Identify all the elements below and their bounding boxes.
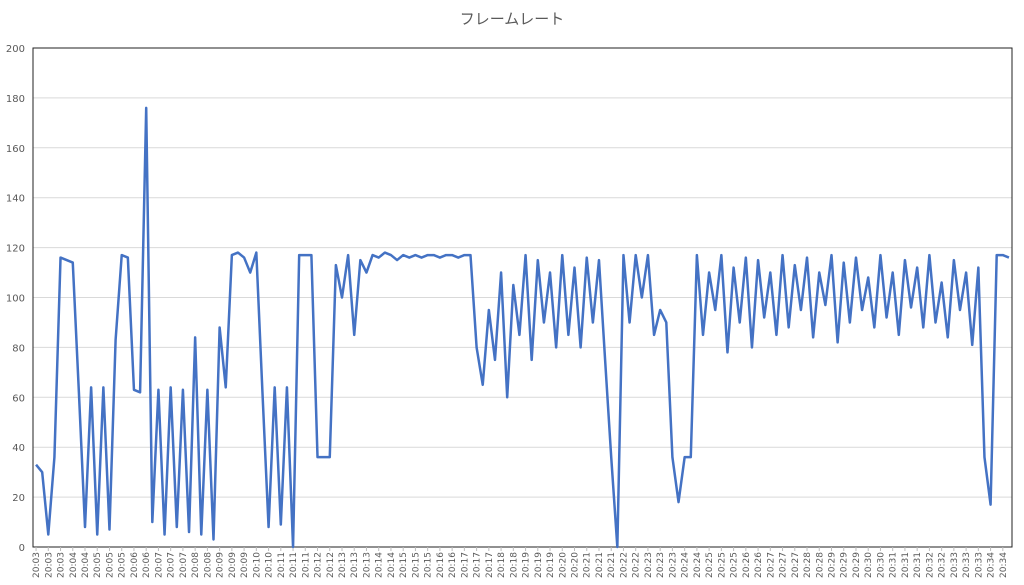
y-tick-label: 120 (6, 244, 25, 255)
x-tick-label: 20:32 (938, 552, 948, 578)
x-tick-label: 20:11 (301, 552, 311, 578)
x-tick-label: 20:11 (277, 552, 287, 578)
x-tick-label: 20:06 (142, 552, 152, 578)
x-tick-label: 20:34 (999, 552, 1009, 578)
x-tick-label: 20:14 (375, 552, 385, 578)
x-tick-label: 20:18 (509, 552, 519, 578)
x-tick-label: 20:27 (791, 552, 801, 578)
x-tick-label: 20:29 (840, 552, 850, 578)
x-tick-label: 20:03 (44, 552, 54, 578)
x-tick-label: 20:04 (69, 552, 79, 578)
x-tick-label: 20:27 (779, 552, 789, 578)
y-tick-label: 180 (6, 94, 25, 105)
x-tick-label: 20:25 (705, 552, 715, 578)
x-tick-label: 20:09 (240, 552, 250, 578)
x-tick-label: 20:13 (350, 552, 360, 578)
x-tick-label: 20:04 (81, 552, 91, 578)
x-tick-label: 20:27 (766, 552, 776, 578)
x-tick-label: 20:24 (693, 552, 703, 578)
x-tick-label: 20:05 (105, 552, 115, 578)
x-tick-label: 20:28 (815, 552, 825, 578)
y-tick-label: 160 (6, 144, 25, 155)
plot-border (32, 47, 1013, 548)
x-tick-label: 20:12 (326, 552, 336, 578)
line (35, 106, 1010, 549)
x-tick-label: 20:31 (889, 552, 899, 578)
x-tick-label: 20:30 (864, 552, 874, 578)
x-tick-label: 20:16 (448, 552, 458, 578)
x-tick-label: 20:21 (595, 552, 605, 578)
x-tick-label: 20:13 (362, 552, 372, 578)
x-tick-label: 20:25 (730, 552, 740, 578)
x-tick-label: 20:26 (754, 552, 764, 578)
x-tick-label: 20:34 (987, 552, 997, 578)
x-tick-label: 20:09 (228, 552, 238, 578)
y-tick-label: 80 (12, 343, 25, 354)
y-tick-label: 140 (6, 194, 25, 205)
x-tick-label: 20:25 (717, 552, 727, 578)
x-tick-label: 20:33 (962, 552, 972, 578)
y-tick-label: 0 (19, 543, 25, 554)
x-tick-label: 20:17 (460, 552, 470, 578)
x-tick-label: 20:13 (338, 552, 348, 578)
x-tick-label: 20:16 (436, 552, 446, 578)
x-tick-label: 20:28 (803, 552, 813, 578)
x-tick-label: 20:12 (314, 552, 324, 578)
y-tick-label: 20 (12, 493, 25, 504)
x-tick-label: 20:10 (252, 552, 262, 578)
x-tick-label: 20:22 (619, 552, 629, 578)
x-tick-label: 20:21 (583, 552, 593, 578)
x-tick-label: 20:08 (191, 552, 201, 578)
x-tick-label: 20:19 (546, 552, 556, 578)
x-tick-label: 20:06 (130, 552, 140, 578)
x-tick-label: 20:30 (876, 552, 886, 578)
x-tick-label: 20:11 (289, 552, 299, 578)
x-tick-label: 20:33 (950, 552, 960, 578)
x-tick-label: 20:31 (901, 552, 911, 578)
x-tick-label: 20:03 (57, 552, 67, 578)
x-tick-label: 20:20 (571, 552, 581, 578)
x-tick-label: 20:22 (632, 552, 642, 578)
x-tick-label: 20:03 (32, 552, 42, 578)
y-tick-label: 40 (12, 443, 25, 454)
y-tick-label: 100 (6, 294, 25, 305)
x-tick-label: 20:19 (534, 552, 544, 578)
x-tick-label: 20:17 (473, 552, 483, 578)
x-tick-label: 20:14 (387, 552, 397, 578)
x-tick-label: 20:08 (203, 552, 213, 578)
x-tick-label: 20:21 (607, 552, 617, 578)
x-tick-label: 20:32 (925, 552, 935, 578)
x-tick-label: 20:23 (644, 552, 654, 578)
x-tick-label: 20:07 (179, 552, 189, 578)
x-tick-label: 20:17 (485, 552, 495, 578)
x-tick-label: 20:15 (424, 552, 434, 578)
x-tick-label: 20:18 (497, 552, 507, 578)
x-tick-label: 20:23 (656, 552, 666, 578)
x-tick-label: 20:07 (167, 552, 177, 578)
x-tick-label: 20:33 (974, 552, 984, 578)
y-tick-label: 60 (12, 393, 25, 404)
x-tick-label: 20:09 (216, 552, 226, 578)
x-tick-label: 20:15 (411, 552, 421, 578)
x-tick-label: 20:24 (681, 552, 691, 578)
x-tick-label: 20:31 (913, 552, 923, 578)
x-tick-label: 20:29 (827, 552, 837, 578)
x-tick-label: 20:10 (265, 552, 275, 578)
x-tick-label: 20:20 (558, 552, 568, 578)
x-tick-label: 20:29 (852, 552, 862, 578)
x-tick-label: 20:05 (118, 552, 128, 578)
x-tick-label: 20:15 (399, 552, 409, 578)
chart-title: フレームレート (460, 10, 565, 28)
x-tick-label: 20:07 (154, 552, 164, 578)
x-tick-label: 20:05 (93, 552, 103, 578)
x-tick-label: 20:26 (742, 552, 752, 578)
x-tick-label: 20:19 (522, 552, 532, 578)
y-tick-label: 200 (6, 44, 25, 55)
x-tick-label: 20:23 (668, 552, 678, 578)
